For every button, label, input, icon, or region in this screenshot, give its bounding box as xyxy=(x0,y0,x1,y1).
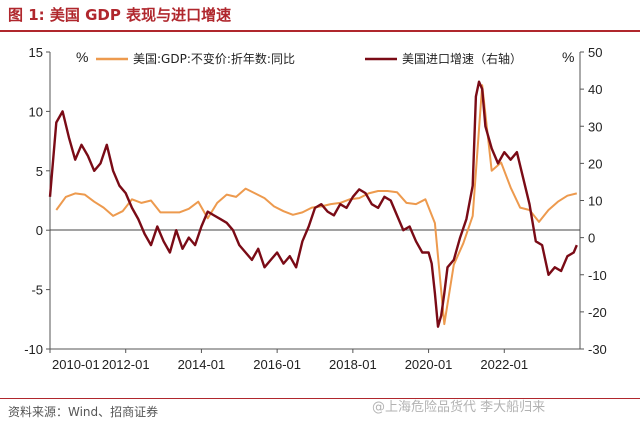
x-axis-ticks: 2010-01 2012-01 2014-01 2016-01 2018-01 2020-… xyxy=(49,349,528,372)
right-tick-label: -30 xyxy=(588,342,607,357)
series-line-gdp xyxy=(55,84,578,326)
x-tick-label: 2020-01 xyxy=(405,357,453,372)
watermark: @上海危险品货代 李大船归来 xyxy=(372,400,546,415)
legend-label-imports: 美国进口增速（右轴） xyxy=(402,51,522,66)
right-tick-label: -10 xyxy=(588,268,607,283)
left-tick-label: -10 xyxy=(24,342,43,357)
left-tick-label: -5 xyxy=(31,283,43,298)
left-tick-label: 0 xyxy=(36,223,43,238)
x-tick-label: 2014-01 xyxy=(178,357,226,372)
bottom-rule xyxy=(0,398,640,399)
left-tick-label: 5 xyxy=(36,164,43,179)
source-note: 资料来源：Wind、招商证券 xyxy=(8,405,159,419)
left-tick-label: 10 xyxy=(29,104,43,119)
right-tick-label: -20 xyxy=(588,305,607,320)
series-layer xyxy=(48,80,578,328)
x-tick-label: 2012-01 xyxy=(102,357,150,372)
legend: 美国:GDP:不变价:折年数:同比 美国进口增速（右轴） xyxy=(96,51,522,66)
x-tick-label: 2018-01 xyxy=(329,357,377,372)
right-tick-label: 20 xyxy=(588,156,602,171)
figure-title: 图 1: 美国 GDP 表现与进口增速 xyxy=(8,6,232,24)
x-tick-label: 2010-01 xyxy=(52,357,100,372)
x-tick-label: 2022-01 xyxy=(480,357,528,372)
right-tick-label: 50 xyxy=(588,45,602,60)
left-axis-unit: % xyxy=(76,49,88,65)
legend-label-gdp: 美国:GDP:不变价:折年数:同比 xyxy=(133,51,295,66)
right-axis-ticks: 50 40 30 20 10 0 -10 -20 -30 xyxy=(580,45,607,357)
series-line-imports xyxy=(48,80,578,328)
left-tick-label: 15 xyxy=(29,45,43,60)
right-tick-label: 10 xyxy=(588,194,602,209)
right-axis-unit: % xyxy=(562,49,574,65)
left-axis-ticks: 15 10 5 0 -5 -10 xyxy=(24,45,50,357)
right-tick-label: 0 xyxy=(588,231,595,246)
right-tick-label: 30 xyxy=(588,119,602,134)
right-tick-label: 40 xyxy=(588,82,602,97)
title-rule xyxy=(0,30,640,32)
x-tick-label: 2016-01 xyxy=(253,357,301,372)
